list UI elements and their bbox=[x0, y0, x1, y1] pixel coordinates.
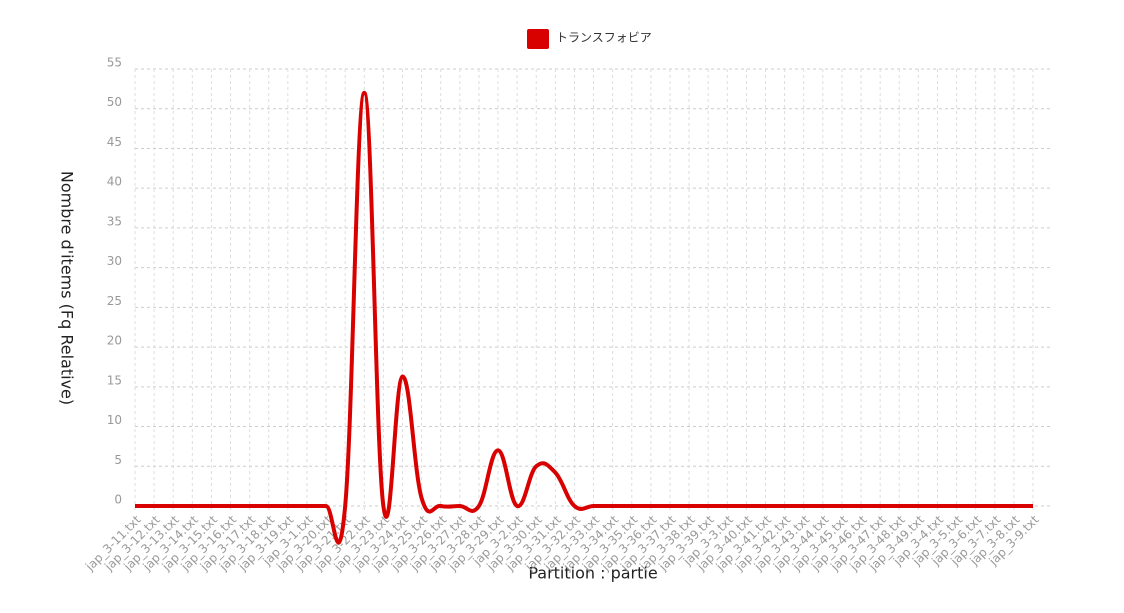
x-axis-title: Partition : partie bbox=[528, 564, 657, 583]
legend-swatch bbox=[527, 29, 549, 49]
y-tick-label: 10 bbox=[107, 413, 122, 427]
y-tick-label: 0 bbox=[114, 493, 122, 507]
y-tick-label: 40 bbox=[107, 175, 122, 189]
y-tick-label: 15 bbox=[107, 373, 122, 387]
y-tick-label: 45 bbox=[107, 135, 122, 149]
y-tick-label: 35 bbox=[107, 214, 122, 228]
y-tick-label: 50 bbox=[107, 95, 122, 109]
y-tick-label: 25 bbox=[107, 294, 122, 308]
line bbox=[135, 90, 1033, 545]
y-tick-label: 30 bbox=[107, 254, 122, 268]
y-tick-label: 20 bbox=[107, 334, 122, 348]
y-axis-title: Nombre d'items (Fq Relative) bbox=[58, 171, 77, 405]
legend-label: トランスフォビア bbox=[556, 31, 652, 45]
y-tick-label: 55 bbox=[107, 56, 122, 70]
y-tick-label: 5 bbox=[114, 453, 122, 467]
